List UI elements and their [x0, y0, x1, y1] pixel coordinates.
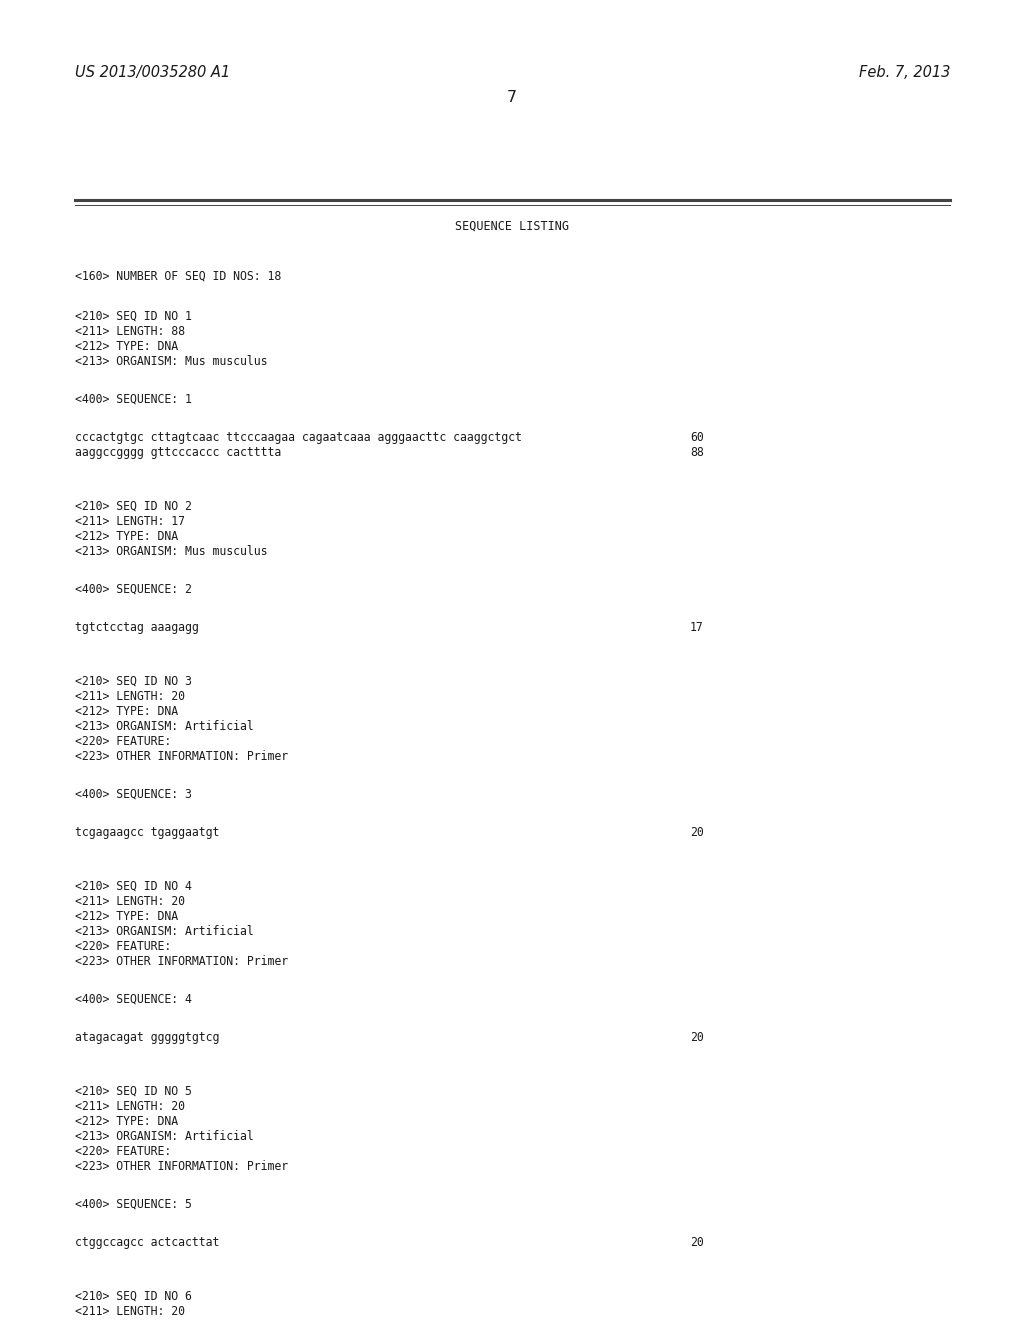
Text: Feb. 7, 2013: Feb. 7, 2013: [859, 65, 950, 81]
Text: <223> OTHER INFORMATION: Primer: <223> OTHER INFORMATION: Primer: [75, 1160, 288, 1173]
Text: 20: 20: [690, 826, 703, 840]
Text: <220> FEATURE:: <220> FEATURE:: [75, 1144, 171, 1158]
Text: aaggccgggg gttcccaccc cactttta: aaggccgggg gttcccaccc cactttta: [75, 446, 282, 459]
Text: tcgagaagcc tgaggaatgt: tcgagaagcc tgaggaatgt: [75, 826, 219, 840]
Text: <220> FEATURE:: <220> FEATURE:: [75, 940, 171, 953]
Text: 20: 20: [690, 1031, 703, 1044]
Text: <211> LENGTH: 20: <211> LENGTH: 20: [75, 1305, 185, 1317]
Text: <210> SEQ ID NO 2: <210> SEQ ID NO 2: [75, 500, 191, 513]
Text: <213> ORGANISM: Mus musculus: <213> ORGANISM: Mus musculus: [75, 355, 267, 368]
Text: <160> NUMBER OF SEQ ID NOS: 18: <160> NUMBER OF SEQ ID NOS: 18: [75, 271, 282, 282]
Text: SEQUENCE LISTING: SEQUENCE LISTING: [455, 220, 569, 234]
Text: 17: 17: [690, 620, 703, 634]
Text: cccactgtgc cttagtcaac ttcccaagaa cagaatcaaa agggaacttc caaggctgct: cccactgtgc cttagtcaac ttcccaagaa cagaatc…: [75, 432, 522, 444]
Text: <211> LENGTH: 20: <211> LENGTH: 20: [75, 690, 185, 704]
Text: <212> TYPE: DNA: <212> TYPE: DNA: [75, 705, 178, 718]
Text: <223> OTHER INFORMATION: Primer: <223> OTHER INFORMATION: Primer: [75, 750, 288, 763]
Text: atagacagat gggggtgtcg: atagacagat gggggtgtcg: [75, 1031, 219, 1044]
Text: <212> TYPE: DNA: <212> TYPE: DNA: [75, 531, 178, 543]
Text: 60: 60: [690, 432, 703, 444]
Text: 7: 7: [507, 90, 517, 106]
Text: <400> SEQUENCE: 5: <400> SEQUENCE: 5: [75, 1199, 191, 1210]
Text: 20: 20: [690, 1236, 703, 1249]
Text: <211> LENGTH: 20: <211> LENGTH: 20: [75, 895, 185, 908]
Text: <210> SEQ ID NO 5: <210> SEQ ID NO 5: [75, 1085, 191, 1098]
Text: tgtctcctag aaagagg: tgtctcctag aaagagg: [75, 620, 199, 634]
Text: 88: 88: [690, 446, 703, 459]
Text: <213> ORGANISM: Artificial: <213> ORGANISM: Artificial: [75, 1130, 254, 1143]
Text: US 2013/0035280 A1: US 2013/0035280 A1: [75, 65, 230, 81]
Text: <211> LENGTH: 88: <211> LENGTH: 88: [75, 325, 185, 338]
Text: <210> SEQ ID NO 6: <210> SEQ ID NO 6: [75, 1290, 191, 1303]
Text: <211> LENGTH: 20: <211> LENGTH: 20: [75, 1100, 185, 1113]
Text: ctggccagcc actcacttat: ctggccagcc actcacttat: [75, 1236, 219, 1249]
Text: <210> SEQ ID NO 3: <210> SEQ ID NO 3: [75, 675, 191, 688]
Text: <212> TYPE: DNA: <212> TYPE: DNA: [75, 1115, 178, 1129]
Text: <223> OTHER INFORMATION: Primer: <223> OTHER INFORMATION: Primer: [75, 954, 288, 968]
Text: <213> ORGANISM: Artificial: <213> ORGANISM: Artificial: [75, 925, 254, 939]
Text: <220> FEATURE:: <220> FEATURE:: [75, 735, 171, 748]
Text: <212> TYPE: DNA: <212> TYPE: DNA: [75, 341, 178, 352]
Text: <210> SEQ ID NO 4: <210> SEQ ID NO 4: [75, 880, 191, 894]
Text: <400> SEQUENCE: 1: <400> SEQUENCE: 1: [75, 393, 191, 407]
Text: <212> TYPE: DNA: <212> TYPE: DNA: [75, 909, 178, 923]
Text: <400> SEQUENCE: 4: <400> SEQUENCE: 4: [75, 993, 191, 1006]
Text: <400> SEQUENCE: 3: <400> SEQUENCE: 3: [75, 788, 191, 801]
Text: <210> SEQ ID NO 1: <210> SEQ ID NO 1: [75, 310, 191, 323]
Text: <211> LENGTH: 17: <211> LENGTH: 17: [75, 515, 185, 528]
Text: <213> ORGANISM: Artificial: <213> ORGANISM: Artificial: [75, 719, 254, 733]
Text: <400> SEQUENCE: 2: <400> SEQUENCE: 2: [75, 583, 191, 597]
Text: <213> ORGANISM: Mus musculus: <213> ORGANISM: Mus musculus: [75, 545, 267, 558]
